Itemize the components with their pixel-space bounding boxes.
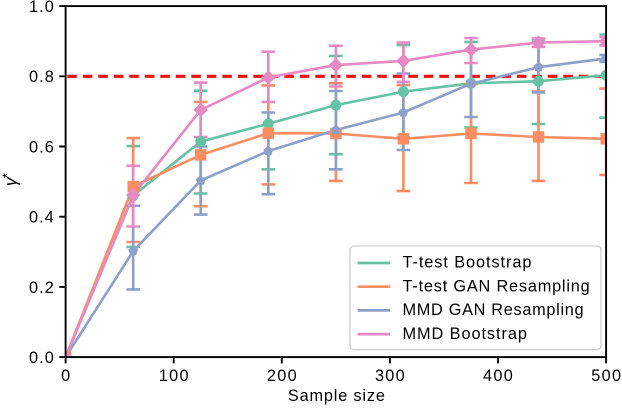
svg-text:0.8: 0.8 (29, 68, 55, 86)
svg-text:MMD GAN Resampling: MMD GAN Resampling (403, 301, 585, 319)
svg-text:0.0: 0.0 (29, 349, 55, 367)
svg-text:0.6: 0.6 (29, 138, 55, 156)
svg-text:300: 300 (375, 367, 406, 385)
svg-text:1.0: 1.0 (29, 0, 55, 16)
svg-text:MMD Bootstrap: MMD Bootstrap (403, 325, 528, 343)
svg-text:0: 0 (61, 367, 70, 385)
svg-text:Sample size: Sample size (288, 387, 386, 405)
svg-text:T-test Bootstrap: T-test Bootstrap (403, 254, 533, 272)
svg-text:0.4: 0.4 (29, 209, 55, 227)
svg-text:T-test GAN Resampling: T-test GAN Resampling (403, 277, 591, 295)
svg-text:100: 100 (159, 367, 190, 385)
svg-text:200: 200 (267, 367, 298, 385)
svg-text:0.2: 0.2 (29, 279, 55, 297)
svg-text:500: 500 (591, 367, 622, 385)
svg-text:400: 400 (483, 367, 514, 385)
